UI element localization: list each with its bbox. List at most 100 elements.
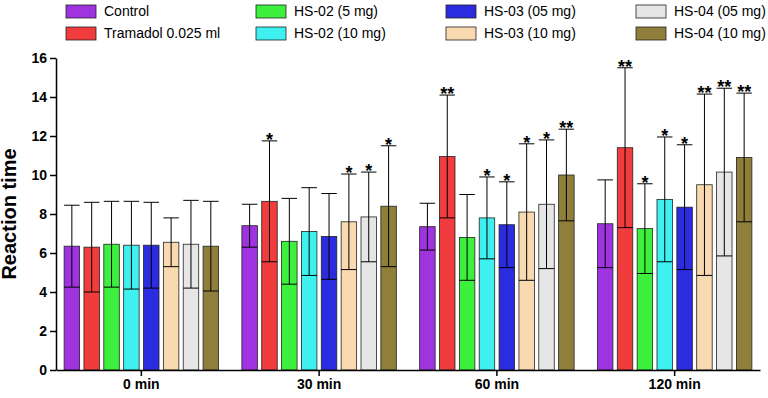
error-line: [289, 198, 290, 284]
error-cap: [736, 221, 751, 222]
error-line: [506, 182, 507, 268]
y-tick-label: 8: [39, 206, 47, 222]
error-line: [704, 94, 705, 275]
legend: ControlTramadol 0.025 mlHS-02 (5 mg)HS-0…: [66, 3, 766, 41]
significance: **: [737, 82, 751, 102]
error-cap: [124, 201, 139, 202]
error-line: [486, 177, 487, 259]
error-cap: [677, 269, 692, 270]
y-tick-label: 0: [39, 362, 47, 378]
significance: *: [523, 133, 530, 153]
significance: *: [345, 163, 352, 183]
error-cap: [617, 227, 632, 228]
y-tick-mark: [50, 97, 56, 99]
error-line: [269, 141, 270, 262]
legend-swatch: [446, 5, 476, 18]
y-tick: 14: [31, 89, 56, 105]
significance: *: [503, 171, 510, 191]
significance: **: [440, 84, 454, 104]
x-tick-label: 0 min: [123, 376, 160, 392]
bars: [64, 68, 752, 370]
annotations: ***********************: [266, 57, 751, 193]
error-line: [546, 140, 547, 269]
legend-label: HS-02 (10 mg): [294, 25, 386, 41]
error-cap: [597, 267, 612, 268]
error-bar: [459, 195, 474, 281]
error-cap: [420, 203, 435, 204]
error-cap: [144, 288, 159, 289]
legend-swatch: [636, 27, 666, 40]
error-bar: [203, 201, 218, 291]
error-cap: [242, 204, 257, 205]
significance: *: [266, 130, 273, 150]
error-cap: [124, 289, 139, 290]
error-cap: [262, 261, 277, 262]
y-tick: 6: [39, 245, 56, 261]
x-tick: 0 min: [123, 370, 160, 392]
error-line: [111, 201, 112, 287]
error-line: [249, 204, 250, 247]
error-bar: [124, 201, 139, 289]
y-tick: 2: [39, 323, 56, 339]
error-line: [131, 201, 132, 289]
error-bar: [697, 94, 712, 275]
error-line: [151, 202, 152, 288]
error-bar: [519, 144, 534, 280]
error-line: [644, 184, 645, 274]
error-cap: [459, 280, 474, 281]
error-line: [348, 174, 349, 270]
legend-swatch: [256, 5, 286, 18]
error-cap: [84, 202, 99, 203]
error-line: [447, 95, 448, 218]
error-bar: [163, 218, 178, 267]
error-bar: [183, 200, 198, 288]
error-line: [684, 145, 685, 270]
error-line: [467, 195, 468, 281]
error-bar: [321, 194, 336, 280]
error-line: [566, 129, 567, 221]
significance: **: [618, 57, 632, 77]
y-tick-label: 14: [31, 89, 47, 105]
legend-item: HS-04 (05 mg): [636, 3, 766, 19]
significance: *: [661, 126, 668, 146]
legend-swatch: [636, 5, 666, 18]
error-line: [526, 144, 527, 280]
error-line: [329, 194, 330, 280]
legend-item: HS-03 (10 mg): [446, 25, 576, 41]
error-line: [625, 68, 626, 228]
y-tick-label: 16: [31, 50, 47, 66]
error-cap: [242, 247, 257, 248]
error-cap: [697, 275, 712, 276]
error-bar: [637, 184, 652, 274]
error-cap: [499, 267, 514, 268]
legend-label: HS-03 (05 mg): [484, 3, 576, 19]
error-cap: [459, 194, 474, 195]
y-tick-label: 10: [31, 167, 47, 183]
error-cap: [104, 287, 119, 288]
error-bar: [597, 180, 612, 268]
error-cap: [321, 279, 336, 280]
significance: *: [543, 129, 550, 149]
x-tick-label: 60 min: [475, 376, 519, 392]
y-tick: 4: [39, 284, 56, 300]
x-tick: 60 min: [475, 370, 519, 392]
error-line: [724, 88, 725, 256]
legend-swatch: [66, 27, 96, 40]
error-line: [388, 146, 389, 267]
error-line: [210, 201, 211, 291]
error-bar: [499, 182, 514, 268]
y-tick: 8: [39, 206, 56, 222]
error-cap: [144, 202, 159, 203]
error-cap: [163, 217, 178, 218]
error-cap: [64, 205, 79, 206]
y-tick-mark: [50, 331, 56, 333]
y-tick-mark: [50, 175, 56, 177]
error-line: [171, 218, 172, 267]
y-tick-label: 12: [31, 128, 47, 144]
error-bar: [657, 137, 672, 262]
error-bar: [301, 188, 316, 276]
x-axis-line: [57, 370, 761, 372]
error-line: [190, 200, 191, 288]
legend-swatch: [66, 5, 96, 18]
error-bar: [617, 68, 632, 228]
